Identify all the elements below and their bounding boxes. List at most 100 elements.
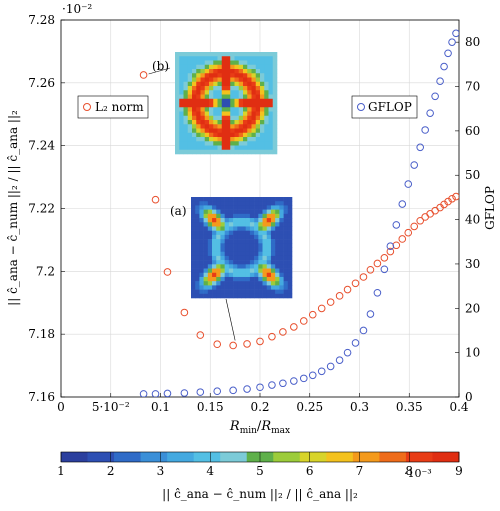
inset-cell	[275, 230, 280, 236]
inset-cell	[230, 111, 235, 117]
inset-cell	[183, 124, 189, 129]
inset-cell	[241, 281, 247, 286]
inset-cell	[255, 94, 261, 100]
l2-norm-point	[421, 213, 429, 221]
inset-cell	[217, 60, 223, 66]
inset-cell	[258, 276, 263, 282]
inset-cell	[230, 98, 235, 104]
l2-norm-point	[335, 292, 344, 300]
inset-cell	[249, 197, 255, 202]
inset-cell	[260, 98, 265, 104]
inset-cell	[238, 81, 244, 87]
inset-cell	[238, 77, 244, 83]
gflop-point	[317, 367, 326, 376]
inset-cell	[207, 226, 213, 231]
inset-cell	[266, 289, 272, 295]
inset-cell	[230, 149, 235, 155]
inset-cell	[200, 137, 206, 142]
inset-cell	[209, 81, 214, 87]
inset-cell	[241, 251, 247, 257]
left-y-axis-label: || ĉ_ana − ĉ_num ||₂ / || ĉ_ana ||₂	[6, 110, 20, 306]
inset-cell	[220, 218, 225, 223]
inset-cell	[255, 56, 261, 61]
inset-cell	[221, 128, 227, 134]
inset-cell	[237, 226, 242, 231]
l2-norm-point	[243, 340, 251, 348]
inset-cell	[187, 81, 193, 87]
right-y-tick-label: 10	[465, 346, 480, 360]
inset-cell	[258, 201, 263, 206]
inset-cell	[287, 243, 293, 248]
inset-cell	[287, 209, 293, 215]
inset-cell	[207, 293, 213, 299]
inset-cell	[268, 52, 274, 57]
inset-cell	[238, 86, 244, 91]
inset-cell	[264, 94, 269, 100]
inset-cell	[183, 56, 189, 61]
inset-cell	[237, 272, 242, 278]
inset-cell	[179, 73, 184, 78]
inset-cell	[241, 293, 247, 299]
inset-cell	[217, 52, 223, 57]
inset-cell	[268, 128, 274, 134]
inset-cell	[237, 201, 242, 206]
inset-cell	[243, 149, 248, 155]
inset-cell	[226, 145, 231, 151]
inset-cell	[264, 111, 269, 117]
gflop-point	[366, 310, 375, 318]
inset-cell	[241, 255, 247, 261]
inset-cell	[217, 56, 223, 61]
inset-cell	[262, 222, 268, 227]
inset-cell	[226, 149, 231, 155]
inset-cell	[251, 141, 257, 146]
inset-cell	[258, 209, 263, 215]
inset-cell	[247, 111, 252, 117]
gflop-point	[335, 356, 344, 364]
inset-cell	[270, 289, 276, 295]
inset-cell	[268, 60, 274, 66]
inset-cell	[212, 230, 217, 236]
inset-cell	[200, 86, 206, 91]
inset-cell	[200, 103, 206, 108]
inset-cell	[179, 145, 184, 151]
gflop-point	[290, 377, 298, 385]
inset-cell	[204, 111, 210, 117]
inset-cell	[237, 255, 242, 261]
inset-cell	[217, 124, 223, 129]
inset-cell	[260, 115, 265, 121]
inset-cell	[234, 52, 240, 57]
inset-cell	[187, 132, 193, 138]
inset-cell	[179, 94, 184, 100]
inset-cell	[287, 272, 293, 278]
inset-cell	[233, 209, 238, 215]
inset-cell	[204, 103, 210, 108]
inset-cell	[220, 226, 225, 231]
inset-cell	[234, 124, 240, 129]
inset-cell	[279, 218, 284, 223]
inset-cell	[283, 222, 289, 227]
inset-cell	[258, 264, 263, 269]
inset-cell	[224, 234, 230, 240]
inset-cell	[260, 81, 265, 87]
inset-cell	[270, 276, 276, 282]
inset-cell	[187, 141, 193, 146]
inset-cell	[254, 218, 259, 223]
inset-cell	[287, 285, 293, 290]
inset-cell	[187, 120, 193, 125]
inset-cell	[230, 60, 235, 66]
l2-norm-point	[317, 304, 326, 313]
inset-cell	[283, 272, 289, 278]
inset-cell	[175, 120, 180, 125]
inset-cell	[260, 90, 265, 95]
inset-cell	[245, 268, 251, 274]
inset-cell	[216, 213, 221, 219]
inset-cell	[249, 289, 255, 295]
inset-cell	[200, 128, 206, 134]
inset-cell	[241, 289, 247, 295]
inset-cell	[251, 128, 257, 134]
inset-cell	[251, 94, 257, 100]
inset-cell	[217, 149, 223, 155]
inset-cell	[238, 64, 244, 70]
left-y-tick-label: 7.22	[28, 202, 55, 216]
inset-cell	[266, 293, 272, 299]
